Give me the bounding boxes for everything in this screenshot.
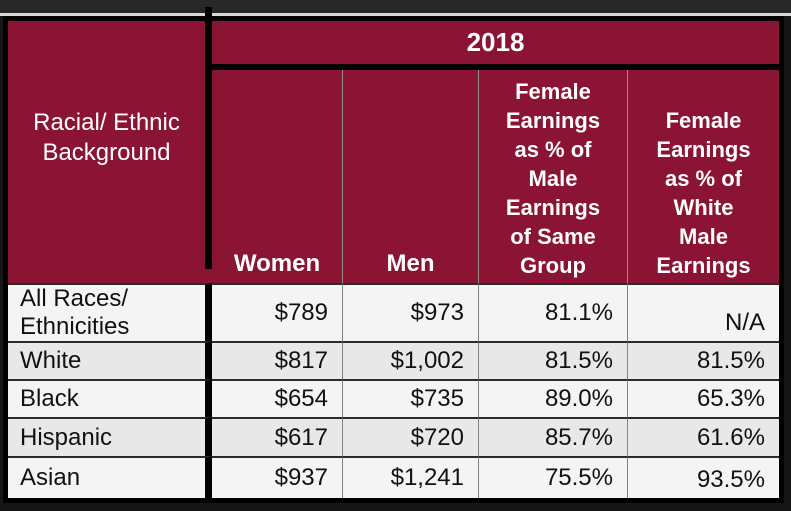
cell-black-men: $735 <box>342 379 478 417</box>
year-header: 2018 <box>212 21 779 70</box>
cell-black-pct-white: 65.3% <box>627 379 779 417</box>
cell-hispanic-pct-same: 85.7% <box>478 417 627 456</box>
cell-asian-men: $1,241 <box>342 456 478 498</box>
cell-hispanic-pct-white: 61.6% <box>627 417 779 456</box>
cell-asian-pct-white: 93.5% <box>627 456 779 498</box>
cell-white-pct-same: 81.5% <box>478 341 627 379</box>
col-header-men: Men <box>342 70 478 283</box>
cell-asian-women: $937 <box>212 456 342 498</box>
row-label-white: White <box>8 341 212 379</box>
row-label-all-races: All Races/ Ethnicities <box>8 283 212 341</box>
cell-all-races-women: $789 <box>212 283 342 341</box>
cell-all-races-pct-white: N/A <box>627 283 779 341</box>
row-label-asian: Asian <box>8 456 212 498</box>
col-header-pct-of-white-male: Female Earnings as % of White Male Earni… <box>627 70 779 283</box>
earnings-table: Racial/ Ethnic Background 2018 Women Men… <box>3 7 784 503</box>
row-label-black: Black <box>8 379 212 417</box>
cell-white-women: $817 <box>212 341 342 379</box>
cell-white-men: $1,002 <box>342 341 478 379</box>
cell-all-races-pct-same: 81.1% <box>478 283 627 341</box>
col-header-pct-of-same-group: Female Earnings as % of Male Earnings of… <box>478 70 627 283</box>
cell-hispanic-women: $617 <box>212 417 342 456</box>
top-divider-line <box>0 13 791 16</box>
col-header-women: Women <box>233 250 321 277</box>
cell-hispanic-men: $720 <box>342 417 478 456</box>
cell-white-pct-white: 81.5% <box>627 341 779 379</box>
row-label-hispanic: Hispanic <box>8 417 212 456</box>
corner-header-racial-ethnic-background: Racial/ Ethnic Background <box>8 7 212 269</box>
cell-asian-pct-same: 75.5% <box>478 456 627 498</box>
cell-black-women: $654 <box>212 379 342 417</box>
cell-all-races-men: $973 <box>342 283 478 341</box>
cell-black-pct-same: 89.0% <box>478 379 627 417</box>
slide-background: Racial/ Ethnic Background 2018 Women Men… <box>0 7 791 511</box>
